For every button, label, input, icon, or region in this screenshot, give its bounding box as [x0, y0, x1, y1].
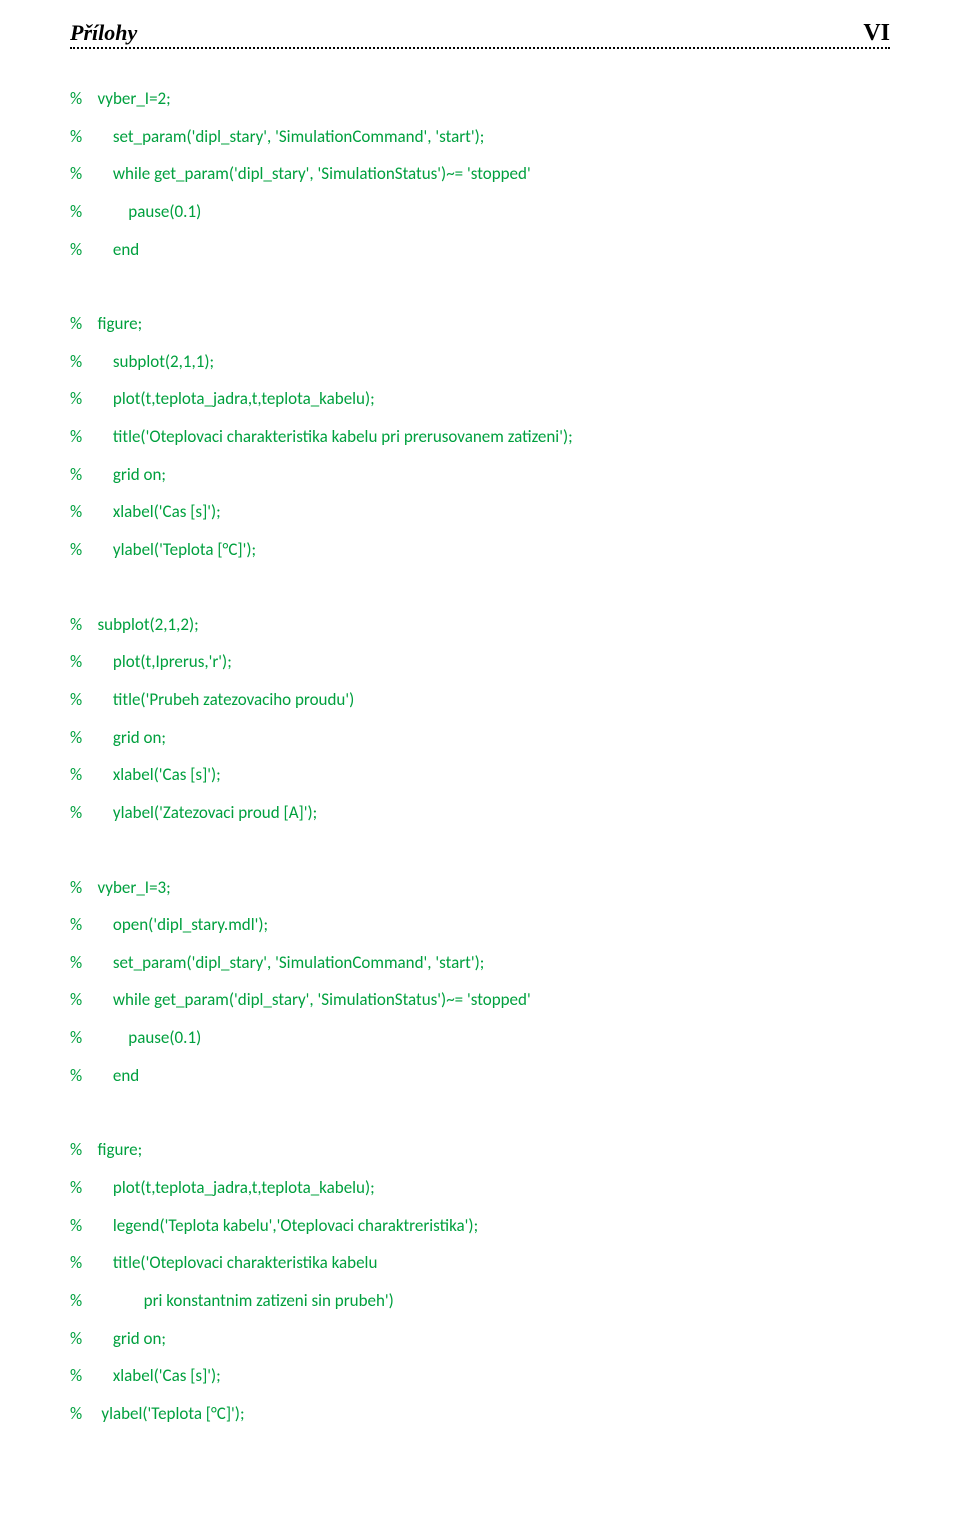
- code-line: % grid on;: [70, 463, 890, 488]
- code-line: % set_param('dipl_stary', 'SimulationCom…: [70, 125, 890, 150]
- code-line: % ylabel('Teplota [°C]');: [70, 1402, 890, 1427]
- code-line: % pause(0.1): [70, 1026, 890, 1051]
- header-right: VI: [863, 20, 890, 47]
- code-line: % pri konstantnim zatizeni sin prubeh'): [70, 1289, 890, 1314]
- code-line: % xlabel('Cas [s]');: [70, 500, 890, 525]
- code-line: % grid on;: [70, 726, 890, 751]
- code-line: % while get_param('dipl_stary', 'Simulat…: [70, 988, 890, 1013]
- page-container: Přílohy VI % vyber_I=2; % set_param('dipl…: [0, 0, 960, 1480]
- code-line: % figure;: [70, 312, 890, 337]
- code-line: % vyber_I=2;: [70, 87, 890, 112]
- code-line: % pause(0.1): [70, 200, 890, 225]
- code-line: % set_param('dipl_stary', 'SimulationCom…: [70, 951, 890, 976]
- code-line: % legend('Teplota kabelu','Oteplovaci ch…: [70, 1214, 890, 1239]
- code-line: % title('Oteplovaci charakteristika kabe…: [70, 1251, 890, 1276]
- blank-line: [70, 576, 890, 600]
- code-line: % open('dipl_stary.mdl');: [70, 913, 890, 938]
- code-line: % plot(t,teplota_jadra,t,teplota_kabelu)…: [70, 387, 890, 412]
- code-line: % vyber_I=3;: [70, 876, 890, 901]
- code-line: % ylabel('Zatezovaci proud [A]');: [70, 801, 890, 826]
- code-line: % end: [70, 1064, 890, 1089]
- code-line: % xlabel('Cas [s]');: [70, 763, 890, 788]
- code-block: % vyber_I=2; % set_param('dipl_stary', 'S…: [70, 87, 890, 1427]
- blank-line: [70, 275, 890, 299]
- code-line: % figure;: [70, 1138, 890, 1163]
- page-header: Přílohy VI: [70, 20, 890, 49]
- code-line: % plot(t,teplota_jadra,t,teplota_kabelu)…: [70, 1176, 890, 1201]
- code-line: % subplot(2,1,1);: [70, 350, 890, 375]
- code-line: % end: [70, 238, 890, 263]
- code-line: % while get_param('dipl_stary', 'Simulat…: [70, 162, 890, 187]
- code-line: % plot(t,Iprerus,'r');: [70, 650, 890, 675]
- blank-line: [70, 839, 890, 863]
- code-line: % grid on;: [70, 1327, 890, 1352]
- code-line: % ylabel('Teplota [°C]');: [70, 538, 890, 563]
- code-line: % xlabel('Cas [s]');: [70, 1364, 890, 1389]
- header-left: Přílohy: [70, 20, 137, 46]
- code-line: % title('Prubeh zatezovaciho proudu'): [70, 688, 890, 713]
- code-line: % title('Oteplovaci charakteristika kabe…: [70, 425, 890, 450]
- blank-line: [70, 1101, 890, 1125]
- code-line: % subplot(2,1,2);: [70, 613, 890, 638]
